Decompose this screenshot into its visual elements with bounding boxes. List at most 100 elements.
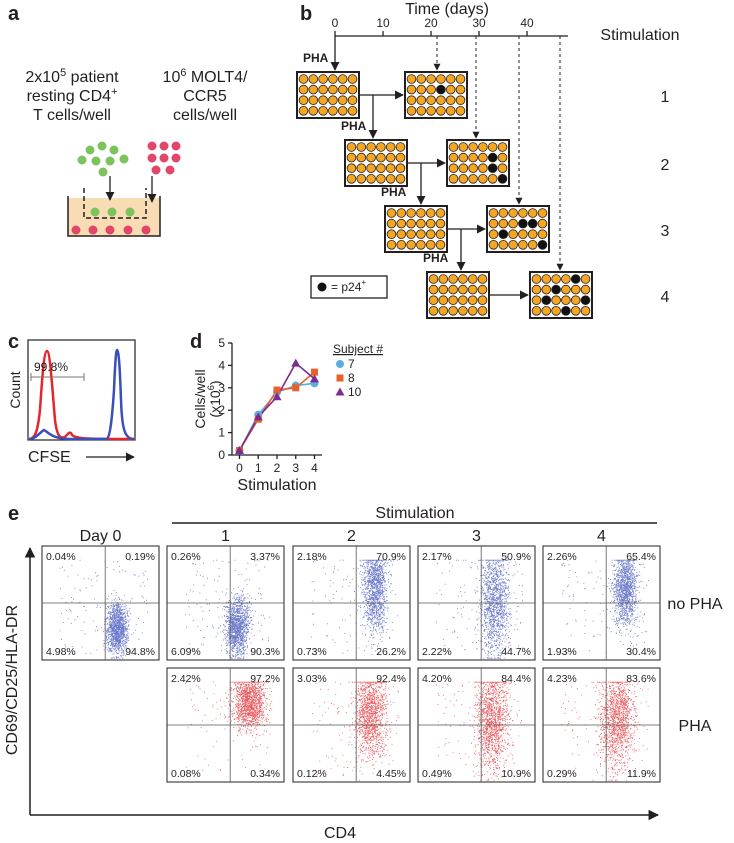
column-header: 1	[221, 528, 230, 545]
well	[487, 174, 498, 184]
well	[298, 74, 309, 84]
y-axis-unit-main: (x10	[207, 390, 223, 417]
stim-title: Stimulation	[600, 27, 679, 44]
well	[458, 284, 468, 295]
cell-text: 2x105 patient	[25, 67, 119, 86]
well	[488, 218, 499, 229]
legend-box	[310, 275, 388, 299]
well	[308, 95, 319, 105]
well	[448, 305, 458, 316]
quadrant-value: 65.4%	[626, 551, 656, 563]
well	[395, 163, 406, 174]
event-cloud	[560, 681, 649, 781]
well	[518, 218, 528, 229]
well	[406, 84, 417, 95]
well	[406, 229, 416, 240]
well	[406, 74, 417, 84]
well	[308, 106, 319, 116]
well	[436, 95, 446, 105]
quadrant-value: 0.34%	[250, 768, 280, 780]
quadrant-value: 83.6%	[626, 673, 656, 685]
quadrant-value: 0.19%	[125, 551, 155, 563]
well	[416, 95, 427, 105]
quadrant-value: 0.04%	[46, 551, 76, 563]
well	[551, 295, 561, 306]
plate	[404, 71, 468, 119]
well	[435, 240, 446, 250]
column-header: 2	[347, 528, 356, 545]
well	[498, 240, 509, 250]
well	[561, 274, 571, 284]
well	[366, 142, 376, 152]
legend-text: = p24+	[331, 278, 366, 294]
cell-text-sup: 6	[180, 67, 186, 79]
plate	[296, 71, 360, 119]
well	[416, 218, 426, 229]
pha-label: PHA	[303, 51, 329, 65]
well	[406, 240, 416, 250]
well	[508, 208, 518, 218]
stim-number: 3	[661, 223, 670, 240]
quadrant-value: 26.2%	[376, 646, 406, 658]
well	[468, 142, 478, 152]
well	[337, 74, 348, 84]
well	[346, 152, 357, 163]
well	[426, 74, 436, 84]
well	[346, 163, 357, 174]
well	[561, 284, 571, 295]
well	[436, 84, 446, 95]
well	[518, 208, 528, 218]
well	[416, 208, 426, 218]
data-point	[273, 386, 281, 394]
well	[426, 95, 436, 105]
well	[328, 95, 338, 105]
panel-label: a	[8, 3, 20, 25]
x-tick-label: 2	[274, 461, 281, 475]
well	[425, 229, 436, 240]
quadrant-value: 70.9%	[376, 551, 406, 563]
pha-label: PHA	[381, 185, 407, 199]
well	[438, 305, 449, 316]
well	[531, 274, 542, 284]
well	[318, 84, 328, 95]
cell-text-after: patient	[66, 69, 119, 86]
well	[455, 95, 466, 105]
cell-text-main: T cells/well	[33, 107, 111, 124]
well	[385, 152, 396, 163]
well	[376, 142, 386, 152]
y-tick-label: 4	[218, 358, 225, 372]
quadrant-value: 2.22%	[422, 646, 452, 658]
quadrant-value: 0.12%	[297, 768, 327, 780]
well	[356, 152, 367, 163]
quadrant-value: 0.73%	[297, 646, 327, 658]
well	[541, 305, 552, 316]
well	[395, 142, 406, 152]
pha-label: PHA	[341, 119, 367, 133]
well	[347, 84, 358, 95]
well	[478, 174, 488, 184]
cell-text-main: 2x10	[25, 69, 60, 86]
column-header: Day 0	[80, 528, 122, 545]
well	[467, 295, 478, 306]
plate	[486, 205, 550, 253]
y-tick-label: 3	[218, 381, 225, 395]
well	[455, 106, 466, 116]
well	[468, 174, 478, 184]
well	[570, 274, 581, 284]
x-axis-label: CFSE	[28, 449, 71, 466]
well	[561, 305, 571, 316]
well	[428, 274, 439, 284]
panel-label: b	[300, 3, 312, 25]
well	[580, 305, 591, 316]
tick-label: 20	[424, 16, 438, 30]
x-axis-label: CD4	[324, 825, 356, 842]
well	[435, 229, 446, 240]
quadrant-value: 0.08%	[171, 768, 201, 780]
legend-text-main: = p24	[331, 280, 362, 294]
well	[436, 106, 446, 116]
well	[458, 142, 469, 152]
well	[426, 106, 436, 116]
well	[428, 295, 439, 306]
quadrant-value: 2.26%	[547, 551, 577, 563]
